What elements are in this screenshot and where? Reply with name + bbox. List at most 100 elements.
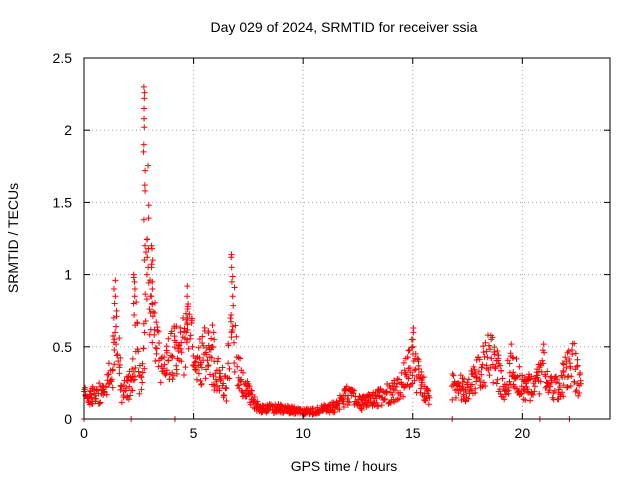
data-point [391,377,398,384]
data-point [158,355,165,362]
data-point [113,352,120,359]
data-point [229,323,236,330]
data-point [569,351,576,358]
data-point [228,264,235,271]
data-point [321,401,328,408]
data-point [389,391,396,398]
data-point [110,333,117,340]
data-point [135,348,142,355]
data-point [131,293,138,300]
data-point [148,293,155,300]
data-point [501,396,508,403]
data-point [93,386,100,393]
data-point [542,384,549,391]
data-point [499,375,506,382]
data-point [145,279,152,286]
data-point [182,364,189,371]
data-point [412,366,419,373]
data-point [410,351,417,358]
data-point [531,383,538,390]
data-point [193,376,200,383]
data-point [171,344,178,351]
data-point [114,351,121,358]
data-point [152,344,159,351]
data-point [186,311,193,318]
data-point [138,386,145,393]
data-point [89,383,96,390]
data-point [344,395,351,402]
data-point [111,300,118,307]
data-point [184,336,191,343]
data-point [210,381,217,388]
data-point [233,333,240,340]
data-point [382,389,389,396]
data-point [149,257,156,264]
data-point [229,293,236,300]
data-point [142,242,149,249]
data-point [146,306,153,313]
data-point [527,397,534,404]
data-point [139,360,146,367]
data-point [491,351,498,358]
data-point [208,335,215,342]
data-point [221,392,228,399]
data-point [199,333,206,340]
data-point [387,384,394,391]
data-point [475,368,482,375]
data-point [375,403,382,410]
data-point [537,361,544,368]
data-point [184,314,191,321]
data-point [518,390,525,397]
data-point [488,355,495,362]
data-point [189,343,196,350]
data-point [567,365,574,372]
data-point [284,402,291,409]
data-point [107,377,114,384]
data-point [142,167,149,174]
data-point [521,386,528,393]
data-point [140,141,147,148]
data-point [204,362,211,369]
data-point [567,382,574,389]
data-point [103,391,110,398]
data-point [211,336,218,343]
data-point [132,373,139,380]
y-tick-label: 2.5 [53,50,73,66]
data-point [566,355,573,362]
data-point [381,396,388,403]
data-point [199,340,206,347]
data-point [510,381,517,388]
data-point [226,365,233,372]
data-point [575,392,582,399]
data-point [96,400,103,407]
data-point [571,379,578,386]
data-point [169,353,176,360]
data-point [108,378,115,385]
data-point [465,376,472,383]
data-point [173,370,180,377]
data-point [131,312,138,319]
data-point [113,323,120,330]
data-point [163,367,170,374]
data-point [191,359,198,366]
data-point [214,358,221,365]
data-point [476,356,483,363]
data-point [113,307,120,314]
data-point [494,376,501,383]
data-point [126,383,133,390]
data-point [205,362,212,369]
data-point [409,343,416,350]
data-point [547,383,554,390]
data-point [103,384,110,391]
data-point [189,315,196,322]
data-point [506,360,513,367]
data-point [524,386,531,393]
x-tick-label: 0 [80,425,88,441]
data-point [197,377,204,384]
data-point [139,369,146,376]
data-point [409,372,416,379]
data-point [112,329,119,336]
data-point [516,363,523,370]
data-point [415,365,422,372]
